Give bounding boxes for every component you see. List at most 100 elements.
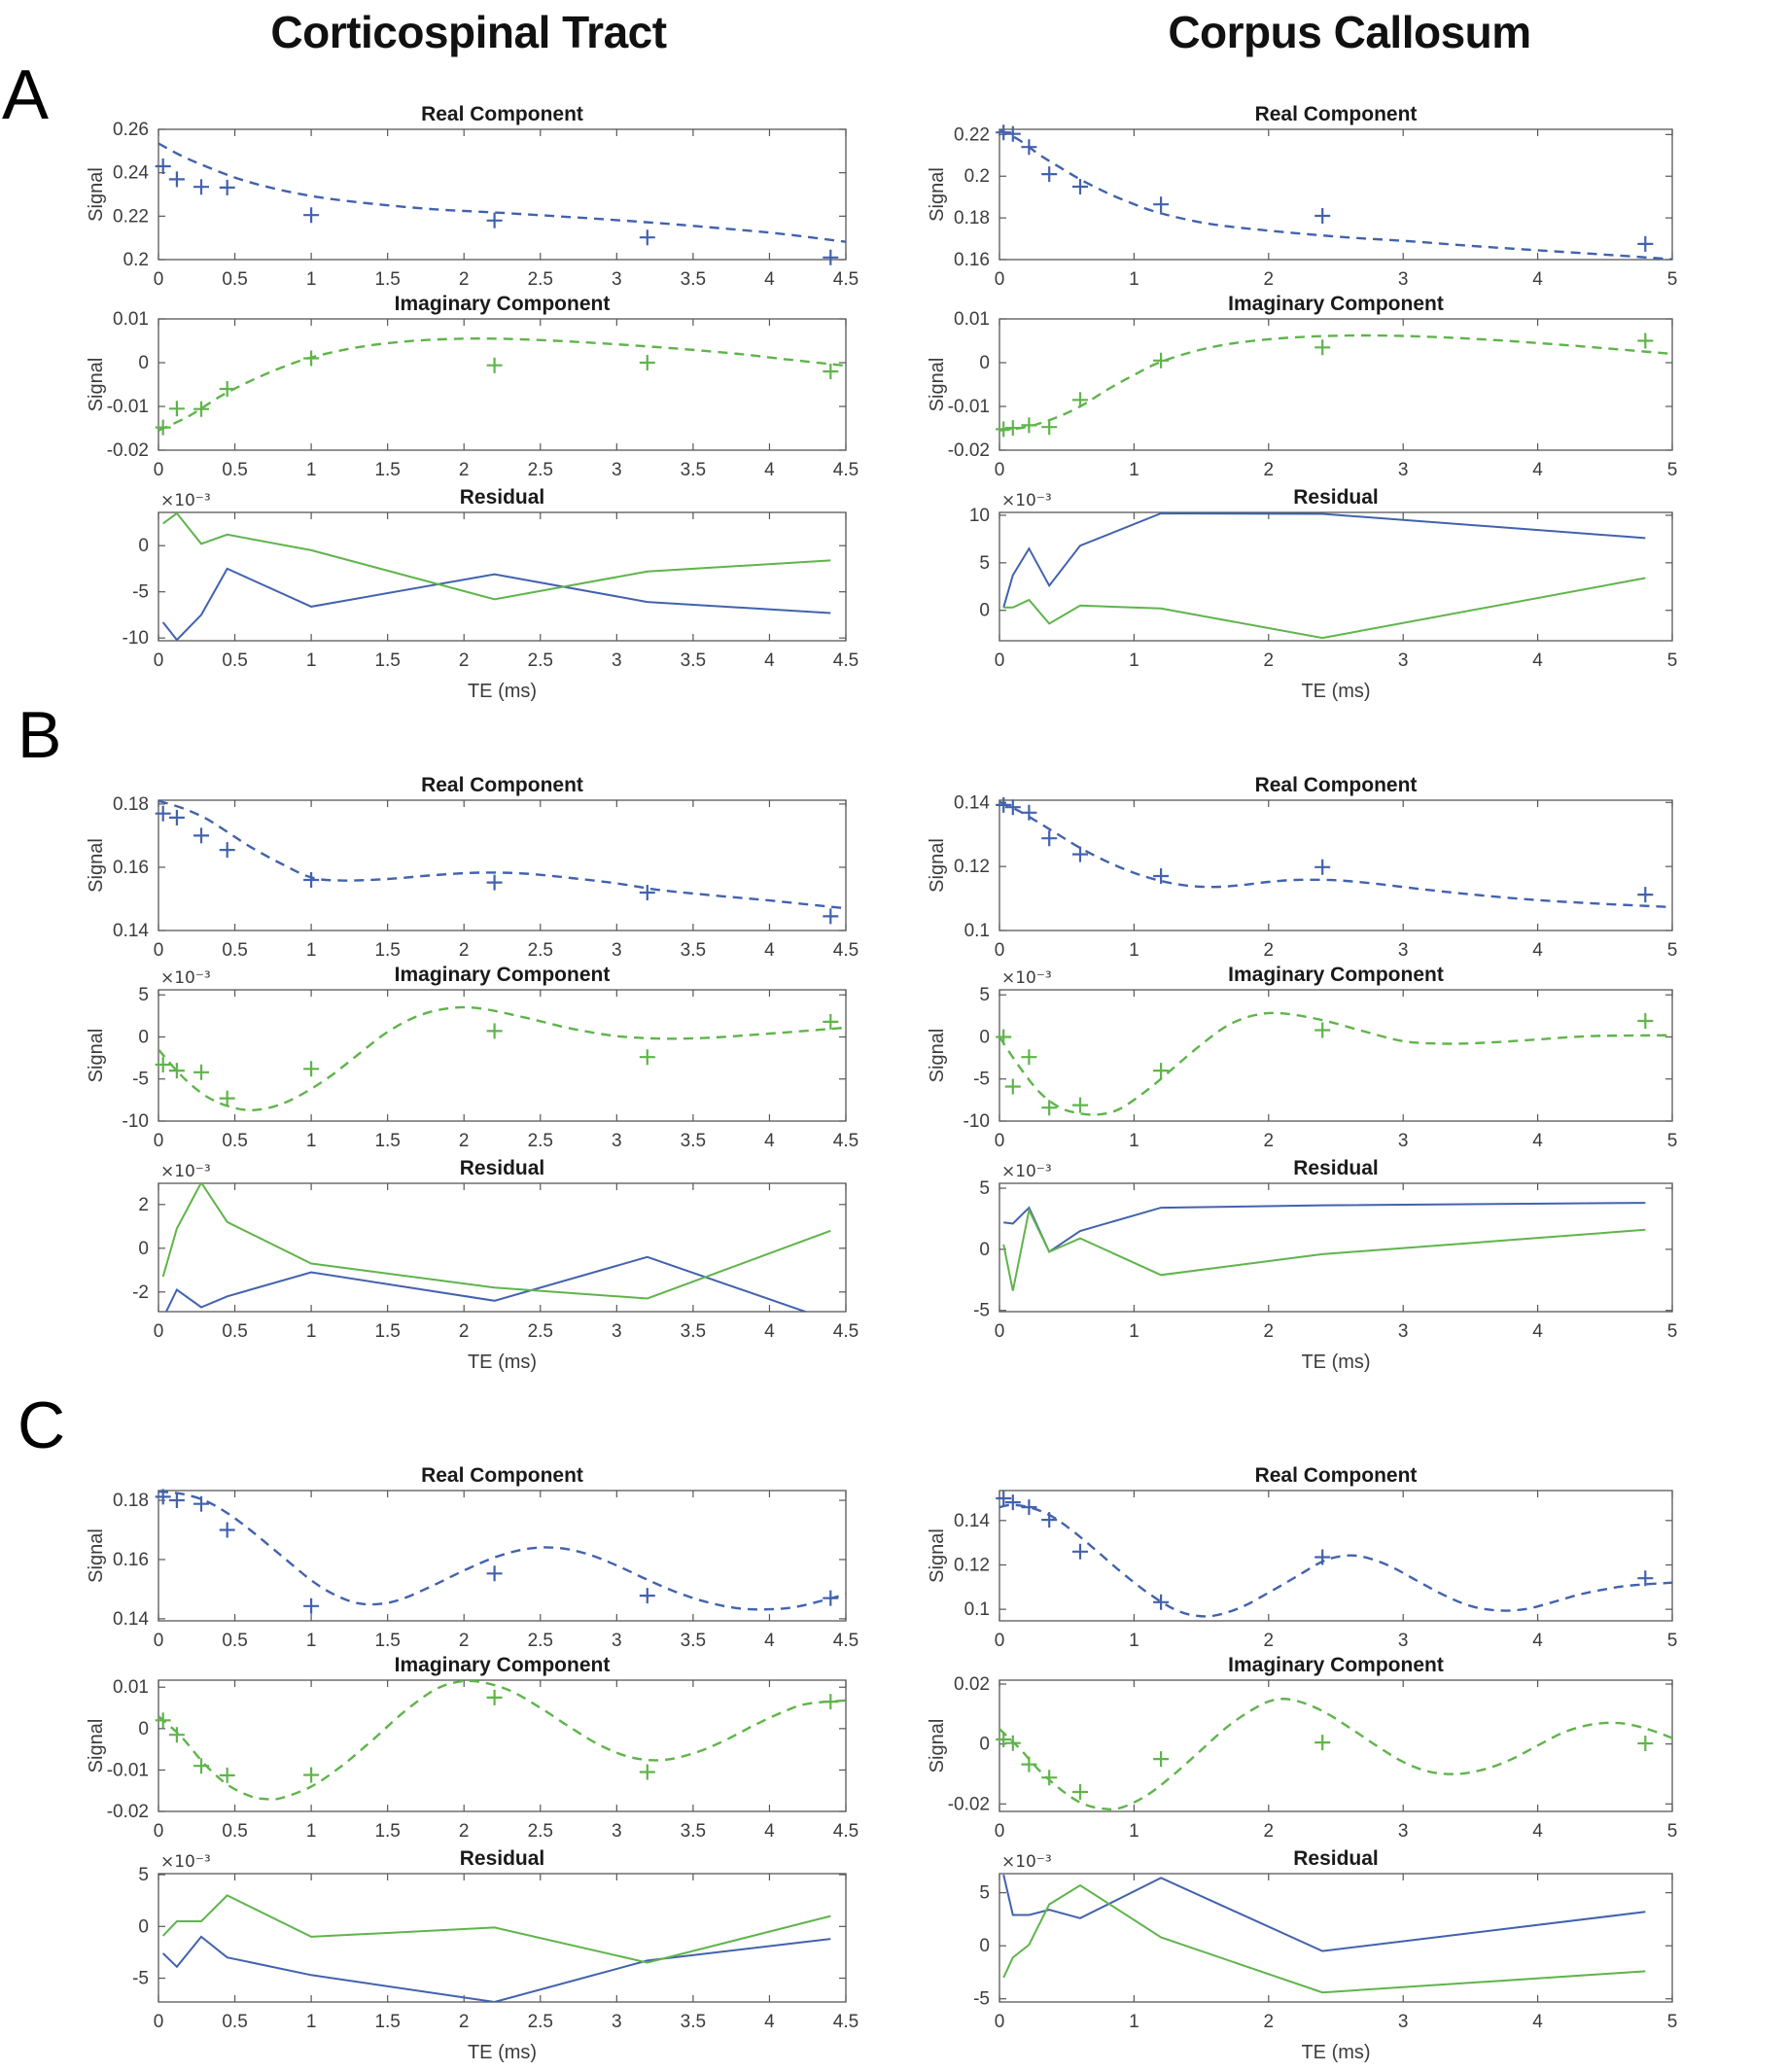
x-tick-label: 4	[764, 1821, 775, 1842]
y-tick-label: 0	[979, 601, 990, 621]
y-tick-label: 0	[979, 353, 990, 373]
x-tick-label: 0	[154, 269, 164, 290]
x-tick-label: 1.5	[374, 1131, 400, 1151]
column-title-corticospinal-tract: Corticospinal Tract	[270, 7, 667, 57]
x-tick-label: 2	[459, 650, 470, 671]
x-tick-label: 4.5	[833, 1631, 858, 1651]
x-tick-label: 0.5	[222, 1631, 247, 1651]
measured-markers	[155, 1689, 839, 1783]
fit-line	[158, 1005, 846, 1112]
subplot-title: Real Component	[1255, 104, 1418, 125]
x-tick-label: 0.5	[222, 1131, 247, 1151]
x-tick-label: 3.5	[681, 2012, 706, 2032]
x-axis-label: TE (ms)	[468, 2042, 537, 2063]
fit-line	[158, 336, 846, 432]
panel-label-b: B	[18, 698, 62, 772]
x-tick-label: 4.5	[833, 1321, 858, 1342]
fit-line	[999, 129, 1672, 260]
x-tick-label: 2	[459, 1631, 470, 1651]
x-tick-label: 2	[459, 269, 470, 290]
x-tick-label: 3	[612, 1321, 622, 1342]
chart-a-right-residual: 0 1 2 3 4 5 10 5 0 Residual ×10⁻³ TE (ms)	[969, 487, 1677, 702]
axis-ticks	[999, 1183, 1673, 1312]
axes-box	[999, 1490, 1673, 1622]
x-tick-label: 0	[154, 940, 164, 961]
measured-markers	[996, 1732, 1654, 1800]
real_residual-line	[1002, 512, 1646, 609]
axis-ticks	[158, 128, 847, 261]
y-tick-label: 0.01	[113, 309, 149, 330]
x-tick-label: 5	[1667, 1631, 1678, 1651]
y-axis-label: Signal	[86, 838, 107, 893]
y-tick-label: 0	[979, 1936, 990, 1956]
x-axis-label: TE (ms)	[1301, 1352, 1370, 1373]
y-axis-scale-label: ×10⁻³	[160, 491, 211, 510]
x-tick-label: 2	[1264, 269, 1275, 290]
x-tick-label: 4.5	[833, 1131, 858, 1151]
x-tick-label: 2	[1264, 1321, 1275, 1342]
x-tick-label: 4	[764, 269, 775, 290]
y-tick-label: -10	[123, 628, 149, 649]
x-tick-label: 4.5	[833, 650, 858, 671]
y-axis-scale-label: ×10⁻³	[1001, 968, 1052, 988]
real_residual-line	[1002, 1874, 1646, 1952]
x-axis-label: TE (ms)	[1301, 681, 1370, 702]
x-tick-label: 3	[1398, 460, 1409, 480]
x-tick-label: 1	[306, 1631, 317, 1651]
subplot-title: Residual	[460, 487, 545, 509]
x-tick-label: 4	[764, 1131, 775, 1151]
x-tick-label: 3.5	[681, 1631, 706, 1651]
chart-a-left-real-component: 0 0.5 1 1.5 2 2.5 3 3.5 4 4.5 0.26 0.24 0.22 0.2 Real …	[86, 104, 858, 290]
axis-ticks	[158, 990, 847, 1122]
x-tick-label: 2	[459, 1321, 470, 1342]
axes-box	[158, 318, 847, 451]
x-tick-label: 4.5	[833, 460, 858, 480]
y-tick-label: 0.22	[954, 124, 990, 145]
axis-ticks	[158, 1874, 847, 2002]
x-tick-label: 1.5	[374, 460, 400, 480]
subplot-title: Imaginary Component	[1228, 965, 1444, 986]
axis-ticks	[158, 318, 847, 451]
x-tick-label: 5	[1667, 1131, 1678, 1151]
x-tick-label: 1	[1129, 2012, 1139, 2032]
y-tick-label: 0	[979, 1027, 990, 1047]
x-tick-label: 3	[1398, 940, 1409, 961]
y-tick-label: 5	[979, 985, 990, 1005]
axis-ticks	[158, 1491, 847, 1621]
x-tick-label: 1	[1129, 1631, 1139, 1651]
y-axis-label: Signal	[86, 1528, 107, 1583]
x-tick-label: 0	[154, 650, 164, 671]
y-tick-label: 0	[138, 1719, 149, 1739]
y-tick-label: 2	[138, 1195, 149, 1215]
y-tick-label: 5	[979, 1178, 990, 1199]
measured-markers	[155, 1013, 839, 1106]
x-tick-label: 1	[1129, 269, 1139, 290]
x-tick-label: 3	[1398, 650, 1409, 671]
y-tick-label: -5	[973, 1301, 990, 1321]
y-tick-label: -10	[123, 1111, 149, 1132]
axes-box	[158, 1679, 847, 1812]
x-tick-label: 2	[1264, 2012, 1275, 2032]
x-tick-label: 0	[995, 460, 1005, 480]
y-tick-label: 0.18	[113, 1491, 149, 1511]
chart-b-left-real-component: 0 0.5 1 1.5 2 2.5 3 3.5 4 4.5 0.18 0.16 0.14 Real Com…	[86, 775, 858, 961]
x-tick-label: 3	[1398, 1631, 1409, 1651]
fit-line	[999, 1503, 1672, 1618]
x-tick-label: 1	[306, 650, 317, 671]
y-axis-scale-label: ×10⁻³	[1001, 491, 1052, 510]
x-tick-label: 2	[1264, 1821, 1275, 1842]
real_residual-line	[1003, 1202, 1646, 1253]
y-tick-label: 0.12	[954, 857, 990, 877]
x-tick-label: 3	[1398, 269, 1409, 290]
chart-c-right-real-component: 0 1 2 3 4 5 0.14 0.12 0.1 Real Component Signal	[927, 1465, 1678, 1651]
measured-markers	[996, 1013, 1654, 1116]
x-tick-label: 1	[1129, 1321, 1139, 1342]
x-tick-label: 0	[995, 1631, 1005, 1651]
y-tick-label: 0.24	[113, 163, 149, 184]
y-tick-label: 5	[138, 985, 149, 1005]
y-tick-label: -10	[964, 1111, 990, 1132]
x-tick-label: 1	[306, 1821, 317, 1842]
x-tick-label: 5	[1667, 940, 1678, 961]
y-tick-label: 0.16	[113, 858, 149, 878]
y-tick-label: 5	[979, 553, 990, 574]
